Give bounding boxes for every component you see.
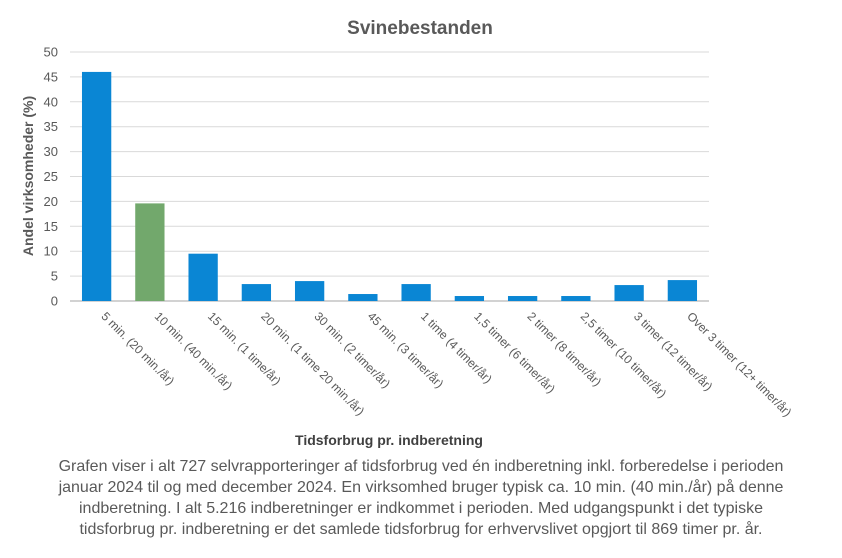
- bar: [454, 296, 485, 301]
- y-tick-label: 45: [44, 69, 58, 84]
- x-axis-label: Tidsforbrug pr. indberetning: [295, 432, 483, 448]
- bar: [188, 253, 218, 301]
- y-tick-label: 20: [44, 194, 58, 209]
- bar: [348, 294, 378, 301]
- y-tick-label: 15: [44, 219, 58, 234]
- chart-title: Svinebestanden: [347, 18, 493, 39]
- bar: [561, 296, 591, 301]
- y-tick-label: 50: [44, 45, 58, 60]
- bar: [81, 71, 112, 301]
- bars: [81, 71, 698, 301]
- y-tick-label: 25: [44, 169, 58, 184]
- bar: [507, 296, 538, 301]
- x-tick-label: 20 min. (1 time 20 min./år): [258, 309, 367, 418]
- caption-line-3: indberetning. I alt 5.216 indberetninger…: [79, 500, 763, 517]
- y-axis-label: Andel virksomheder (%): [20, 96, 36, 256]
- x-axis: 5 min. (20 min./år)10 min. (40 min./år)1…: [99, 309, 795, 419]
- y-tick-label: 40: [44, 94, 58, 109]
- y-tick-label: 0: [51, 294, 58, 309]
- gridlines: [70, 51, 709, 302]
- bar: [241, 284, 272, 301]
- caption-line-4: tidsforbrug pr. indberetning er det saml…: [79, 521, 763, 538]
- bar: [401, 284, 431, 301]
- bar-chart: Svinebestanden 0 5 10 15 20 25 30 35 40 45 50 5 mi…: [20, 18, 795, 448]
- caption-line-1: Grafen viser i alt 727 selvrapporteringe…: [58, 458, 784, 475]
- y-tick-label: 30: [44, 144, 58, 159]
- x-tick-label: Over 3 timer (12+ timer/år): [684, 309, 794, 419]
- bar: [667, 280, 698, 301]
- y-tick-label: 35: [44, 119, 58, 134]
- y-tick-label: 10: [44, 244, 58, 259]
- bar: [135, 203, 165, 301]
- bar: [294, 281, 325, 301]
- y-tick-label: 5: [51, 269, 58, 284]
- caption-line-2: januar 2024 til og med december 2024. En…: [58, 479, 784, 496]
- chart-caption: Grafen viser i alt 727 selvrapporteringe…: [10, 456, 832, 540]
- y-axis: 0 5 10 15 20 25 30 35 40 45 50: [44, 45, 58, 309]
- bar: [614, 285, 644, 301]
